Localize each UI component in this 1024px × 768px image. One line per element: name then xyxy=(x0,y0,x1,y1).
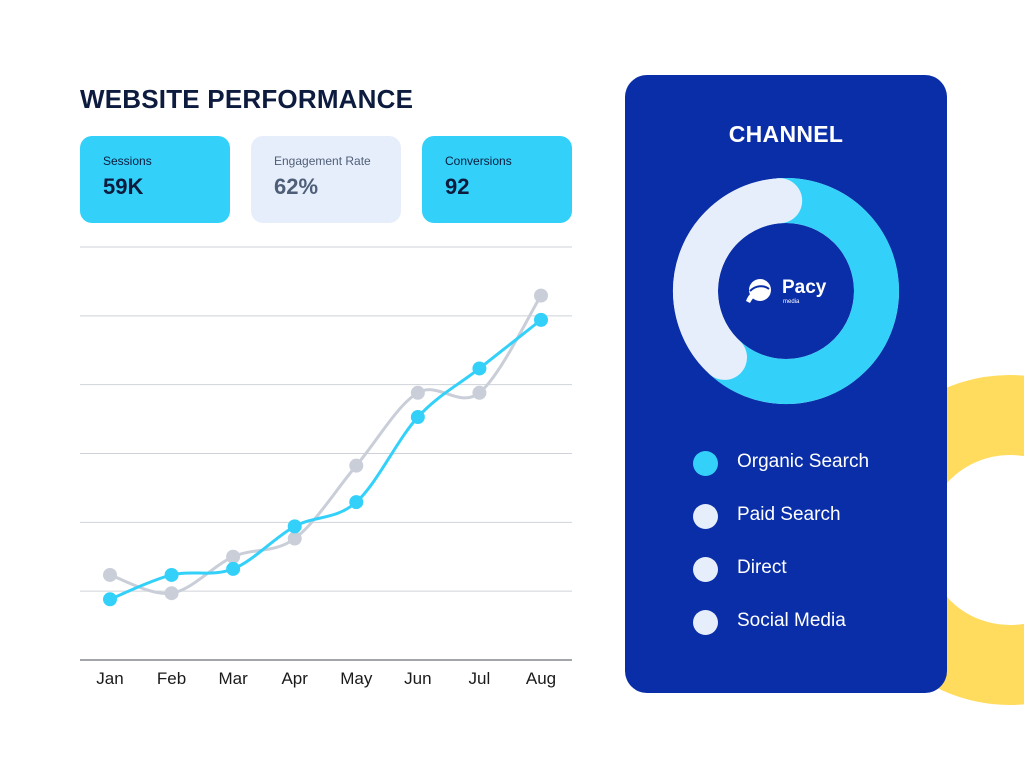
series-2-point xyxy=(472,385,487,400)
legend-label-organic-search: Organic Search xyxy=(737,451,870,472)
series-2-point xyxy=(164,586,179,601)
x-tick-label-jan: Jan xyxy=(96,669,123,688)
kpi-conversions-label: Conversions xyxy=(445,154,512,168)
line-chart: Jan Feb Mar Apr May Jun Jul Aug xyxy=(80,246,572,688)
series-1-point xyxy=(472,361,487,376)
kpi-sessions: Sessions 59K xyxy=(80,136,230,223)
legend-label-direct: Direct xyxy=(737,557,787,578)
panel-title: CHANNEL xyxy=(728,121,844,147)
legend-label-paid-search: Paid Search xyxy=(737,504,841,525)
series-2-point xyxy=(103,567,117,582)
logo-sub: media xyxy=(783,299,800,305)
legend-label-social-media: Social Media xyxy=(737,610,846,631)
series-1-point xyxy=(410,410,425,425)
kpi-engagement-label: Engagement Rate xyxy=(274,154,371,168)
x-tick-label-mar: Mar xyxy=(219,669,249,688)
series-1-point xyxy=(349,495,364,510)
series-2-point xyxy=(226,549,241,564)
logo-name: Pacy xyxy=(782,277,827,298)
kpi-engagement: Engagement Rate 62% xyxy=(251,136,401,223)
x-tick-label-apr: Apr xyxy=(281,669,308,688)
series-1-point xyxy=(534,312,548,327)
kpi-sessions-value: 59K xyxy=(103,174,144,199)
kpi-sessions-label: Sessions xyxy=(103,154,152,168)
donut-chart xyxy=(673,178,899,404)
kpi-conversions-value: 92 xyxy=(445,174,470,199)
legend-swatch-social-media xyxy=(693,610,718,635)
legend-swatch-paid-search xyxy=(693,504,718,529)
series-1-point xyxy=(226,561,241,576)
series-2-point xyxy=(410,385,425,400)
legend-swatch-direct xyxy=(693,557,718,582)
series-1-line xyxy=(109,318,542,601)
logo: Pacy media xyxy=(742,277,834,307)
donut-slice-paid-search xyxy=(673,178,803,380)
series-2-point xyxy=(287,531,302,546)
x-tick-label-jun: Jun xyxy=(404,669,431,688)
x-tick-label-aug: Aug xyxy=(526,669,556,688)
series-2-point xyxy=(349,458,364,473)
series-2-point xyxy=(534,288,548,303)
page-title: WEBSITE PERFORMANCE xyxy=(80,84,414,114)
series-1-point xyxy=(103,592,117,607)
channel-panel: CHANNEL Pacy media Organic Search Paid Se… xyxy=(625,75,947,693)
series-2-line xyxy=(109,294,543,595)
kpi-engagement-value: 62% xyxy=(274,174,319,199)
kpi-conversions: Conversions 92 xyxy=(422,136,572,223)
series-1-point xyxy=(287,519,302,534)
series-1-point xyxy=(164,567,179,582)
logo-mark-icon xyxy=(746,279,771,303)
x-tick-label-may: May xyxy=(340,669,373,688)
x-tick-label-feb: Feb xyxy=(157,669,186,688)
donut-slice-organic-search xyxy=(702,178,899,404)
legend-swatch-organic-search xyxy=(693,451,718,476)
x-tick-label-jul: Jul xyxy=(469,669,491,688)
